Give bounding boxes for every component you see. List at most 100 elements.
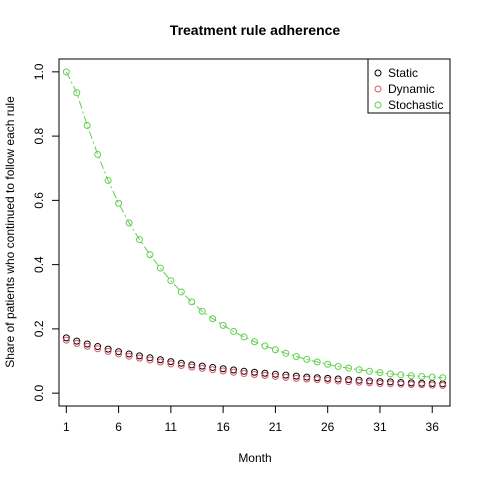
- data-point-stochastic: [125, 219, 133, 227]
- data-point-stochastic: [177, 288, 185, 296]
- data-point-stochastic: [324, 360, 332, 368]
- y-tick-label: 0.6: [32, 192, 46, 209]
- x-axis-label: Month: [238, 451, 271, 465]
- data-point-static: [156, 356, 164, 364]
- data-point-static: [376, 378, 384, 386]
- data-point-static: [282, 371, 290, 379]
- data-point-stochastic: [115, 199, 123, 207]
- data-point-dynamic: [303, 375, 311, 383]
- data-point-static: [230, 366, 238, 374]
- legend-box: [367, 58, 451, 114]
- legend-label: Static: [388, 66, 418, 80]
- data-point-dynamic: [219, 367, 227, 375]
- data-point-static: [386, 378, 394, 386]
- data-point-static: [334, 375, 342, 383]
- y-tick-label: 0.8: [32, 127, 46, 144]
- data-point-stochastic: [156, 264, 164, 272]
- data-point-stochastic: [407, 372, 415, 380]
- data-point-static: [219, 365, 227, 373]
- data-point-dynamic: [156, 358, 164, 366]
- data-point-dynamic: [271, 372, 279, 380]
- data-point-static: [313, 374, 321, 382]
- data-point-dynamic: [397, 380, 405, 388]
- data-point-static: [73, 337, 81, 345]
- data-point-dynamic: [167, 360, 175, 368]
- data-point-dynamic: [136, 354, 143, 362]
- data-point-static: [177, 359, 185, 367]
- data-point-stochastic: [209, 315, 217, 323]
- data-point-dynamic: [366, 379, 373, 387]
- data-point-static: [292, 372, 300, 380]
- data-point-stochastic: [418, 372, 426, 380]
- data-point-dynamic: [62, 336, 70, 344]
- data-point-stochastic: [62, 68, 70, 76]
- data-point-dynamic: [418, 381, 426, 389]
- data-point-dynamic: [386, 380, 394, 388]
- data-point-dynamic: [313, 376, 321, 384]
- data-point-static: [125, 350, 133, 358]
- data-point-static: [209, 363, 217, 371]
- x-tick-label: 31: [373, 420, 387, 434]
- data-point-stochastic: [83, 122, 91, 130]
- data-point-stochastic: [73, 89, 81, 97]
- legend: Static Dynamic Stochastic: [367, 58, 451, 114]
- data-point-dynamic: [282, 373, 290, 381]
- data-point-static: [94, 343, 102, 351]
- data-point-dynamic: [209, 366, 217, 374]
- data-point-dynamic: [115, 350, 123, 358]
- data-point-static: [146, 354, 154, 362]
- series-line-stochastic: [65, 71, 443, 379]
- data-point-stochastic: [428, 373, 436, 381]
- data-point-stochastic: [386, 370, 394, 378]
- data-point-stochastic: [104, 176, 112, 184]
- data-point-stochastic: [188, 298, 196, 306]
- y-tick-label: 0.2: [32, 320, 46, 337]
- data-point-stochastic: [136, 236, 143, 244]
- data-point-stochastic: [261, 342, 269, 350]
- data-point-static: [115, 348, 123, 356]
- data-point-dynamic: [73, 339, 81, 347]
- legend-label: Dynamic: [388, 82, 435, 96]
- data-point-dynamic: [125, 352, 133, 360]
- data-point-dynamic: [251, 371, 258, 379]
- data-point-stochastic: [366, 367, 373, 375]
- data-point-dynamic: [104, 347, 112, 355]
- data-point-static: [62, 334, 70, 342]
- legend-marker: [374, 101, 382, 109]
- x-tick-label: 36: [426, 420, 440, 434]
- data-point-static: [303, 373, 311, 381]
- x-tick-label: 1: [63, 420, 70, 434]
- data-point-dynamic: [428, 381, 436, 389]
- data-point-static: [104, 345, 112, 353]
- data-point-dynamic: [376, 380, 384, 388]
- data-point-static: [198, 362, 206, 370]
- data-point-stochastic: [146, 251, 154, 259]
- data-point-stochastic: [355, 366, 363, 374]
- data-point-stochastic: [198, 307, 206, 315]
- legend-label: Stochastic: [388, 98, 443, 112]
- data-point-dynamic: [230, 368, 238, 376]
- data-point-dynamic: [345, 378, 353, 386]
- series-dynamic: [62, 336, 447, 389]
- data-point-stochastic: [397, 371, 405, 379]
- data-point-stochastic: [334, 362, 342, 370]
- x-tick-label: 11: [165, 420, 178, 434]
- data-point-stochastic: [251, 338, 258, 346]
- data-point-static: [240, 367, 248, 375]
- data-point-dynamic: [261, 371, 269, 379]
- data-point-stochastic: [167, 277, 175, 285]
- data-point-stochastic: [345, 364, 353, 372]
- x-tick-label: 16: [216, 420, 230, 434]
- y-tick-label: 0.0: [32, 384, 46, 401]
- data-point-dynamic: [292, 374, 300, 382]
- series-layer: [62, 68, 447, 389]
- data-point-static: [83, 340, 91, 348]
- data-point-static: [167, 358, 175, 366]
- data-point-stochastic: [94, 150, 102, 158]
- data-point-static: [355, 376, 363, 384]
- data-point-stochastic: [219, 321, 227, 329]
- series-stochastic: [62, 68, 447, 382]
- data-point-static: [324, 374, 332, 382]
- x-tick-label: 21: [269, 420, 283, 434]
